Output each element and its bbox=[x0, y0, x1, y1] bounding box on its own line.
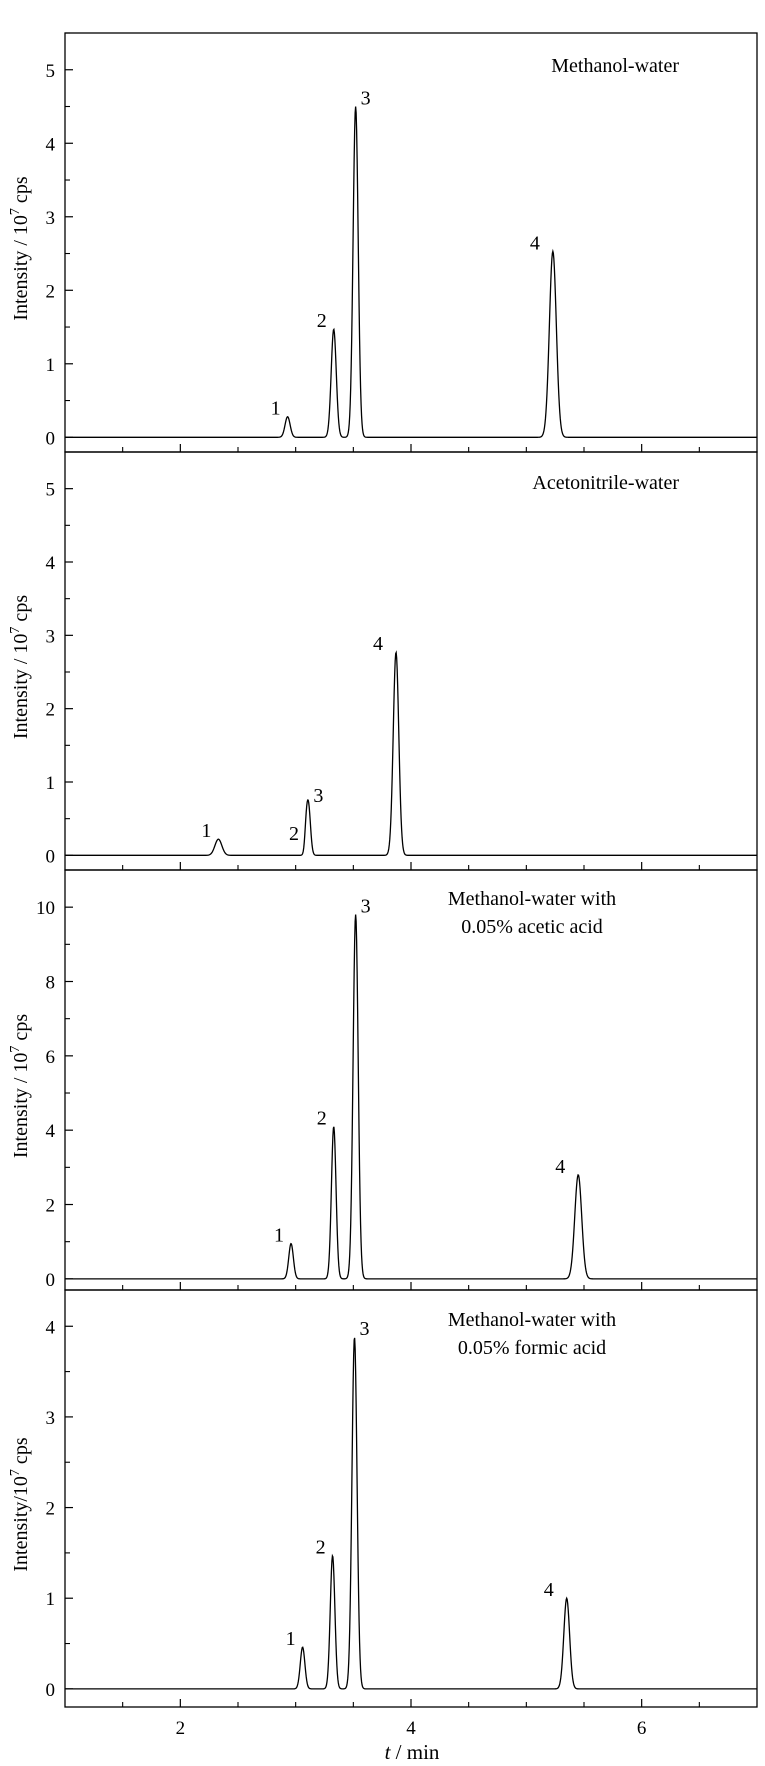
y-tick-label: 2 bbox=[46, 281, 56, 302]
y-tick-label: 5 bbox=[46, 61, 56, 82]
x-axis-label-unit: / min bbox=[390, 1740, 440, 1764]
y-tick-label: 6 bbox=[46, 1047, 56, 1068]
y-tick-label: 4 bbox=[46, 553, 56, 574]
y-tick-label: 0 bbox=[46, 846, 56, 867]
y-axis-label: Intensity / 107 cps bbox=[8, 1014, 32, 1158]
y-axis-label-text: Intensity/10 bbox=[10, 1476, 32, 1572]
y-tick-label: 0 bbox=[46, 428, 56, 449]
y-tick-label: 1 bbox=[46, 1589, 56, 1610]
peak-label-4: 4 bbox=[530, 232, 540, 254]
peak-label-4: 4 bbox=[544, 1579, 554, 1601]
y-tick-label: 1 bbox=[46, 355, 56, 376]
y-axis-label: Intensity / 107 cps bbox=[8, 595, 32, 739]
chromatogram-panel-4: 0 1 2 3 4 1 2 3 4 Methanol-water with 0.05% formic… bbox=[8, 1289, 758, 1764]
y-axis-label-unit: cps bbox=[10, 176, 32, 208]
plot-frame bbox=[64, 1289, 758, 1708]
y-axis-label: Intensity / 107 cps bbox=[8, 176, 32, 320]
peak-label-1: 1 bbox=[271, 398, 281, 420]
x-tick-label: 2 bbox=[176, 1718, 186, 1739]
y-axis-label-text: Intensity / 10 bbox=[10, 215, 32, 321]
y-tick-label: 2 bbox=[46, 1196, 56, 1217]
x-tick-label: 6 bbox=[637, 1718, 647, 1739]
y-axis-label-text: Intensity / 10 bbox=[10, 1053, 32, 1159]
peak-label-3: 3 bbox=[313, 785, 323, 807]
y-axis-label: Intensity/107 cps bbox=[8, 1437, 32, 1571]
y-tick-label: 3 bbox=[46, 626, 56, 647]
x-tick-label: 4 bbox=[406, 1718, 416, 1739]
condition-label: Acetonitrile-water bbox=[532, 472, 679, 494]
chromatogram-trace bbox=[65, 1337, 757, 1690]
condition-label: 0.05% acetic acid bbox=[461, 916, 603, 938]
peak-label-2: 2 bbox=[317, 310, 327, 332]
y-axis-label-text: Intensity / 10 bbox=[10, 634, 32, 740]
y-tick-label: 3 bbox=[46, 208, 56, 229]
y-tick-label: 4 bbox=[46, 134, 56, 155]
peak-label-2: 2 bbox=[316, 1537, 326, 1559]
y-tick-label: 4 bbox=[46, 1121, 56, 1142]
y-tick-label: 1 bbox=[46, 773, 56, 794]
x-axis-label: t / min bbox=[385, 1740, 440, 1764]
chromatogram-panel-1: 0 1 2 3 4 5 1 2 3 4 Methanol-water Intensity / 107 … bbox=[8, 32, 758, 453]
peak-label-2: 2 bbox=[317, 1107, 327, 1129]
peak-label-4: 4 bbox=[373, 633, 383, 655]
y-tick-label: 8 bbox=[46, 973, 56, 994]
condition-label: Methanol-water with bbox=[448, 888, 616, 910]
peak-label-2: 2 bbox=[289, 823, 299, 845]
plot-frame bbox=[64, 32, 758, 453]
y-axis-label-exponent: 7 bbox=[8, 208, 23, 215]
condition-label: Methanol-water bbox=[551, 55, 679, 77]
y-tick-label: 5 bbox=[46, 480, 56, 501]
y-axis-label-exponent: 7 bbox=[8, 627, 23, 634]
plot-frame bbox=[64, 869, 758, 1291]
x-axis-label-var: t bbox=[385, 1740, 392, 1764]
y-tick-label: 2 bbox=[46, 700, 56, 721]
y-tick-label: 10 bbox=[36, 898, 55, 919]
y-tick-label: 0 bbox=[46, 1680, 56, 1701]
plot-frame bbox=[64, 451, 758, 871]
peak-label-4: 4 bbox=[555, 1156, 565, 1178]
y-axis-label-exponent: 7 bbox=[8, 1469, 23, 1476]
peak-label-3: 3 bbox=[361, 88, 371, 110]
y-axis-label-unit: cps bbox=[10, 595, 32, 627]
y-axis-label-exponent: 7 bbox=[8, 1046, 23, 1053]
peak-label-1: 1 bbox=[201, 820, 211, 842]
condition-label: Methanol-water with bbox=[448, 1309, 616, 1331]
y-tick-label: 2 bbox=[46, 1499, 56, 1520]
peak-label-1: 1 bbox=[274, 1225, 284, 1247]
chromatogram-trace bbox=[65, 914, 757, 1280]
chromatogram-trace bbox=[65, 650, 757, 856]
peak-label-3: 3 bbox=[359, 1318, 369, 1340]
y-axis-label-unit: cps bbox=[10, 1014, 32, 1046]
chromatogram-trace bbox=[65, 106, 757, 438]
y-tick-label: 4 bbox=[46, 1317, 56, 1338]
peak-label-1: 1 bbox=[286, 1628, 296, 1650]
y-tick-label: 3 bbox=[46, 1408, 56, 1429]
peak-label-3: 3 bbox=[361, 896, 371, 918]
y-axis-label-unit: cps bbox=[10, 1437, 32, 1469]
y-tick-label: 0 bbox=[46, 1270, 56, 1291]
condition-label: 0.05% formic acid bbox=[458, 1337, 606, 1359]
